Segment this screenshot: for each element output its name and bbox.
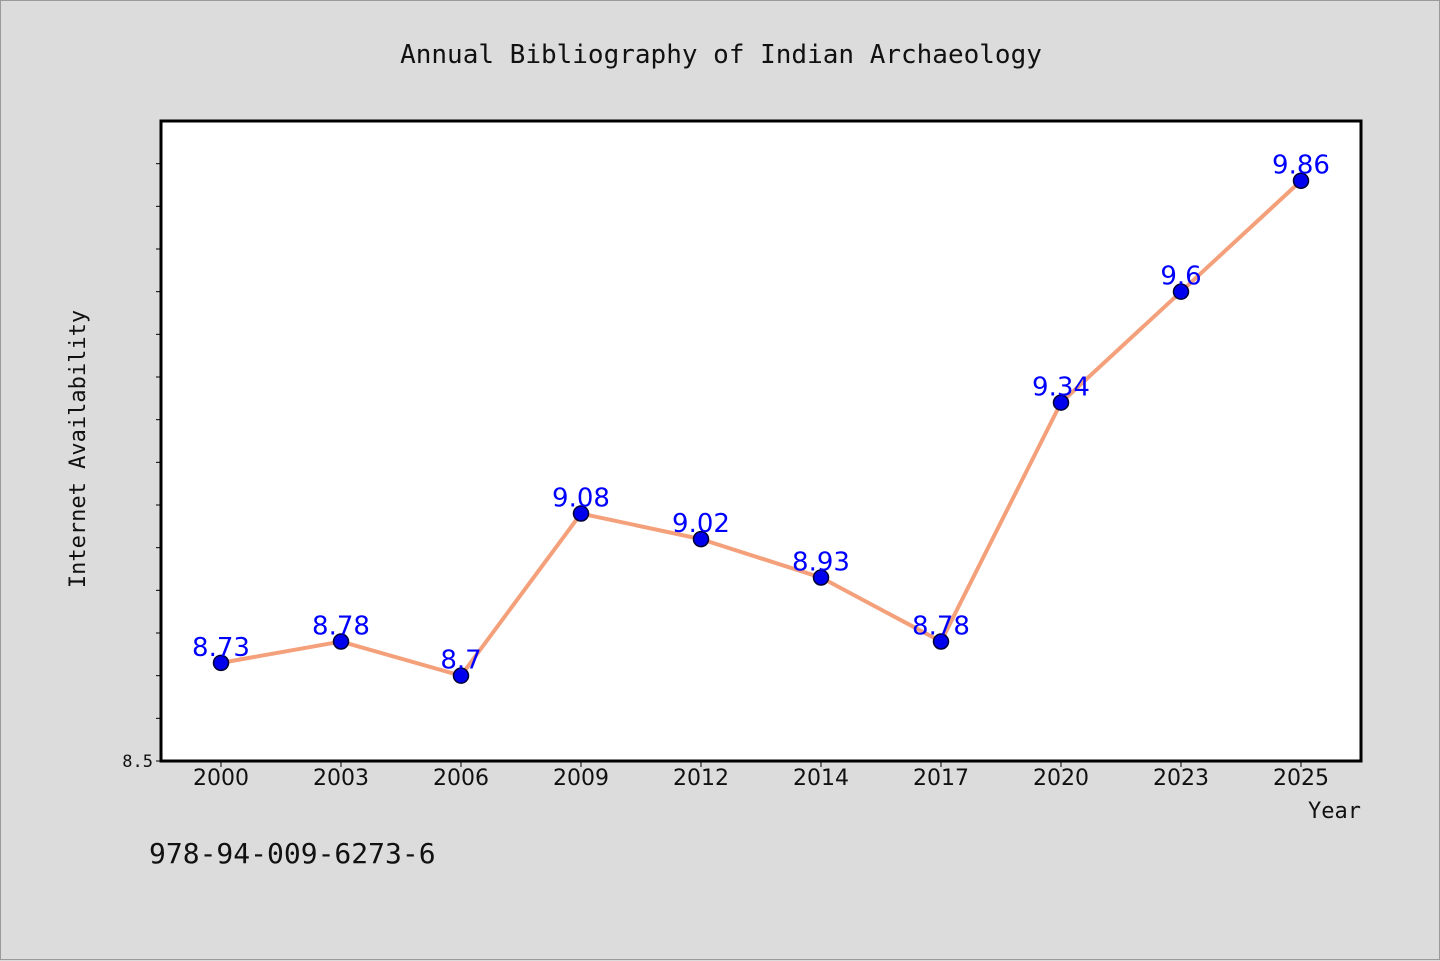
data-point: [1172, 283, 1190, 300]
data-label: 9.02: [672, 509, 730, 539]
data-label: 8.7: [440, 646, 481, 676]
x-axis-label: Year: [1308, 799, 1361, 824]
data-label: 9.34: [1032, 373, 1090, 403]
data-point: [572, 505, 590, 522]
data-label: 8.78: [312, 612, 370, 642]
data-label: 9.6: [1160, 262, 1201, 292]
series-line: [220, 179, 1303, 678]
x-tick-label: 2020: [1033, 766, 1089, 791]
footer-isbn: 978-94-009-6273-6: [149, 837, 436, 870]
chart-title: Annual Bibliography of Indian Archaeolog…: [400, 40, 1042, 70]
x-axis-ticks: [220, 761, 1302, 767]
data-label: 9.86: [1272, 151, 1330, 181]
data-point: [1052, 394, 1070, 411]
x-tick-labels: 2000 2003 2006 2009 2012 2014 2017 2020 2023 2025: [193, 766, 1329, 791]
x-tick-label: 2009: [553, 766, 609, 791]
data-point: [812, 569, 830, 586]
x-tick-label: 2003: [313, 766, 369, 791]
x-tick-label: 2012: [673, 766, 729, 791]
x-tick-label: 2023: [1153, 766, 1209, 791]
series-layer: 8.73 8.78 8.7 9.08 9.02 8.93 8.78 9.34 9.6 9.86: [192, 151, 1330, 684]
plot-area: [159, 119, 1363, 763]
x-tick-label: 2025: [1273, 766, 1329, 791]
y-tick-label: 8.5: [122, 752, 153, 772]
x-tick-label: 2017: [913, 766, 969, 791]
y-axis-label: Internet Availability: [66, 310, 91, 588]
data-point: [332, 633, 350, 650]
data-label: 9.08: [552, 484, 610, 514]
x-tick-label: 2014: [793, 766, 849, 791]
data-point: [452, 667, 470, 684]
data-label: 8.73: [192, 633, 250, 663]
data-point: [932, 633, 950, 650]
data-point: [692, 530, 710, 548]
data-point: [1292, 172, 1310, 189]
data-label: 8.93: [792, 548, 850, 578]
x-tick-label: 2006: [433, 766, 489, 791]
data-label: 8.78: [912, 612, 970, 642]
y-axis-ticks: [156, 163, 161, 762]
data-point: [212, 654, 230, 672]
x-tick-label: 2000: [193, 766, 249, 791]
